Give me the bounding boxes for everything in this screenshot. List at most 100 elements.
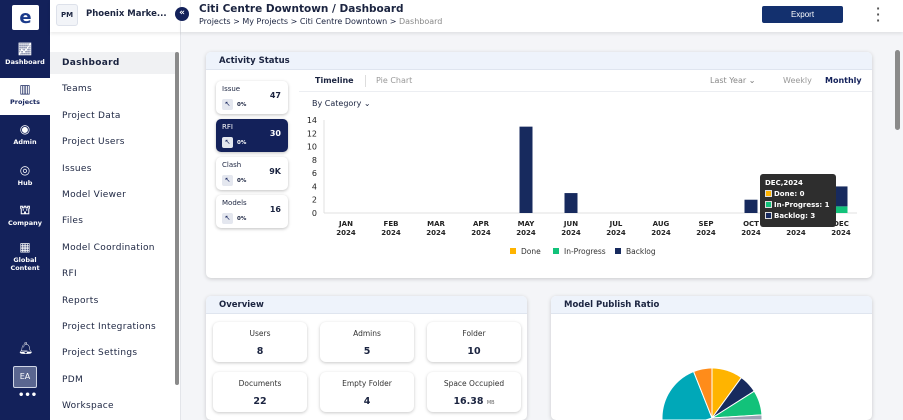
pie-slice[interactable] bbox=[692, 367, 713, 419]
x-tick-label: JAN 2024 bbox=[336, 220, 356, 237]
stat-value: 30 bbox=[269, 129, 281, 138]
bar-backlog-may[interactable] bbox=[519, 126, 533, 213]
overview-value: 10 bbox=[467, 346, 481, 357]
chevron-down-icon: ⌄ bbox=[363, 99, 371, 108]
bell-icon[interactable]: 🔔︎ bbox=[18, 341, 34, 355]
pie-slice[interactable] bbox=[711, 367, 743, 420]
collapse-sidebar-icon[interactable]: « bbox=[175, 7, 189, 21]
sidebar-item-pdm[interactable]: PDM bbox=[62, 374, 84, 385]
breadcrumb-projects[interactable]: Projects bbox=[199, 17, 231, 26]
sidebar-item-workspace[interactable]: Workspace bbox=[62, 401, 114, 412]
sidebar-item-rfi[interactable]: RFI bbox=[62, 269, 77, 280]
sidebar-item-issues[interactable]: Issues bbox=[62, 163, 92, 174]
x-tick-label: DEC 2024 bbox=[831, 220, 851, 237]
chevron-down-icon: ⌄ bbox=[748, 76, 756, 85]
bar-in-progress-dec[interactable] bbox=[834, 206, 848, 213]
overview-label: Folder bbox=[462, 329, 486, 338]
overview-space-occupied: Space Occupied 16.38 MB bbox=[427, 372, 521, 412]
main-scrollbar[interactable] bbox=[895, 50, 900, 130]
sidebar-item-project-settings[interactable]: Project Settings bbox=[62, 348, 138, 359]
x-tick-label: MAR 2024 bbox=[426, 220, 446, 237]
overview-empty-folder: Empty Folder 4 bbox=[320, 372, 414, 412]
range-select[interactable]: Last Year ⌄ bbox=[710, 76, 755, 85]
stat-percent: 0% bbox=[237, 140, 247, 146]
bar-backlog-oct[interactable] bbox=[744, 199, 758, 213]
stat-card-rfi[interactable]: RFI 30 ↖ 0% bbox=[216, 119, 288, 152]
sidebar-item-project-integrations[interactable]: Project Integrations bbox=[62, 322, 156, 332]
category-filter[interactable]: By Category ⌄ bbox=[312, 99, 371, 108]
stat-value: 16 bbox=[269, 205, 281, 214]
sidebar-item-project-users[interactable]: Project Users bbox=[62, 137, 125, 148]
pie-slice[interactable] bbox=[705, 414, 763, 420]
legend-swatch bbox=[510, 248, 516, 254]
kebab-menu-icon[interactable]: · · · bbox=[876, 2, 881, 27]
stat-percent: 0% bbox=[237, 216, 247, 222]
stat-label: Issue bbox=[222, 85, 241, 93]
period-weekly[interactable]: Weekly bbox=[783, 76, 812, 85]
rail-label: Dashboard bbox=[5, 58, 45, 66]
sidebar-item-teams[interactable]: Teams bbox=[62, 84, 92, 95]
pie-slice[interactable] bbox=[661, 370, 713, 420]
bar-backlog-dec[interactable] bbox=[834, 186, 848, 207]
legend-in-progress[interactable]: In-Progress bbox=[553, 247, 606, 256]
overview-value: 4 bbox=[363, 396, 371, 407]
x-tick-label: FEB 2024 bbox=[381, 220, 401, 237]
legend-swatch bbox=[553, 248, 559, 254]
rail-item-global-content[interactable]: ▦ Global Content bbox=[0, 240, 50, 272]
more-icon[interactable]: ••• bbox=[18, 390, 38, 401]
rail-item-dashboard[interactable]: 📈︎ Dashboard bbox=[0, 42, 50, 66]
sidebar-item-files[interactable]: Files bbox=[62, 216, 84, 227]
sidebar-item-model-viewer[interactable]: Model Viewer bbox=[62, 190, 127, 200]
model-publish-pie bbox=[661, 367, 763, 420]
tooltip-title: DEC,2024 bbox=[765, 179, 803, 187]
legend-backlog[interactable]: Backlog bbox=[615, 247, 656, 256]
sidebar-item-reports[interactable]: Reports bbox=[62, 295, 99, 306]
sidebar-item-model-coordination[interactable]: Model Coordination bbox=[62, 242, 155, 253]
rail-item-projects[interactable]: ▥ Projects bbox=[0, 78, 50, 115]
tab-timeline[interactable]: Timeline bbox=[315, 76, 354, 85]
project-initials: PM bbox=[56, 4, 78, 26]
activity-status-card: Activity Status Issue 47 ↖ 0% RFI 30 ↖ 0% Clash 9… bbox=[206, 52, 872, 278]
chart-tabs: Timeline Pie Chart Last Year ⌄ Weekly Mo… bbox=[299, 70, 872, 92]
pie-slice[interactable] bbox=[711, 390, 763, 419]
tab-divider bbox=[365, 75, 366, 87]
breadcrumb-my-projects[interactable]: My Projects bbox=[242, 17, 289, 26]
overview-value: 8 bbox=[256, 346, 264, 357]
tab-pie-chart[interactable]: Pie Chart bbox=[376, 76, 413, 85]
sidebar-scrollbar[interactable] bbox=[175, 52, 179, 385]
legend-done[interactable]: Done bbox=[510, 247, 541, 256]
stat-value: 47 bbox=[269, 91, 281, 100]
breadcrumb-project[interactable]: Citi Centre Downtown bbox=[299, 17, 388, 26]
tooltip-line: Backlog: 3 bbox=[765, 211, 831, 222]
app-logo[interactable]: e bbox=[12, 5, 39, 30]
rail-label: Company bbox=[8, 219, 42, 227]
sidebar-item-project-data[interactable]: Project Data bbox=[62, 110, 121, 121]
bar-backlog-jun[interactable] bbox=[564, 193, 578, 213]
stat-card-issue[interactable]: Issue 47 ↖ 0% bbox=[216, 81, 288, 114]
card-title: Model Publish Ratio bbox=[551, 296, 872, 314]
page-title: Citi Centre Downtown / Dashboard bbox=[199, 3, 404, 15]
company-icon: ⛫ bbox=[19, 203, 31, 217]
legend-label: Backlog bbox=[626, 247, 656, 256]
export-button[interactable]: Export bbox=[762, 6, 843, 23]
overview-card: Overview Users 8 Admins 5 Folder 10 Documents 2… bbox=[206, 296, 527, 420]
stat-card-models[interactable]: Models 16 ↖ 0% bbox=[216, 195, 288, 228]
sidebar-item-dashboard[interactable]: Dashboard bbox=[50, 52, 176, 74]
overview-label: Documents bbox=[238, 379, 282, 388]
avatar[interactable]: EA bbox=[13, 366, 37, 388]
overview-value: 22 bbox=[253, 396, 267, 407]
rail-item-company[interactable]: ⛫ Company bbox=[0, 203, 50, 227]
rail-item-hub[interactable]: ◎ Hub bbox=[0, 163, 50, 187]
y-tick-label: 4 bbox=[312, 182, 317, 191]
stat-card-clash[interactable]: Clash 9K ↖ 0% bbox=[216, 157, 288, 190]
period-monthly[interactable]: Monthly bbox=[825, 76, 862, 85]
project-switcher[interactable]: PM Phoenix Marke... bbox=[50, 0, 181, 32]
hub-icon: ◎ bbox=[19, 163, 31, 177]
x-tick-label: MAY 2024 bbox=[516, 220, 536, 237]
overview-label: Users bbox=[249, 329, 271, 338]
y-tick-label: 0 bbox=[312, 209, 317, 218]
page-header: Citi Centre Downtown / Dashboard Project… bbox=[181, 0, 903, 32]
x-tick-label: SEP 2024 bbox=[696, 220, 716, 237]
pie-slice[interactable] bbox=[711, 376, 755, 419]
rail-item-admin[interactable]: ◉ Admin bbox=[0, 122, 50, 146]
